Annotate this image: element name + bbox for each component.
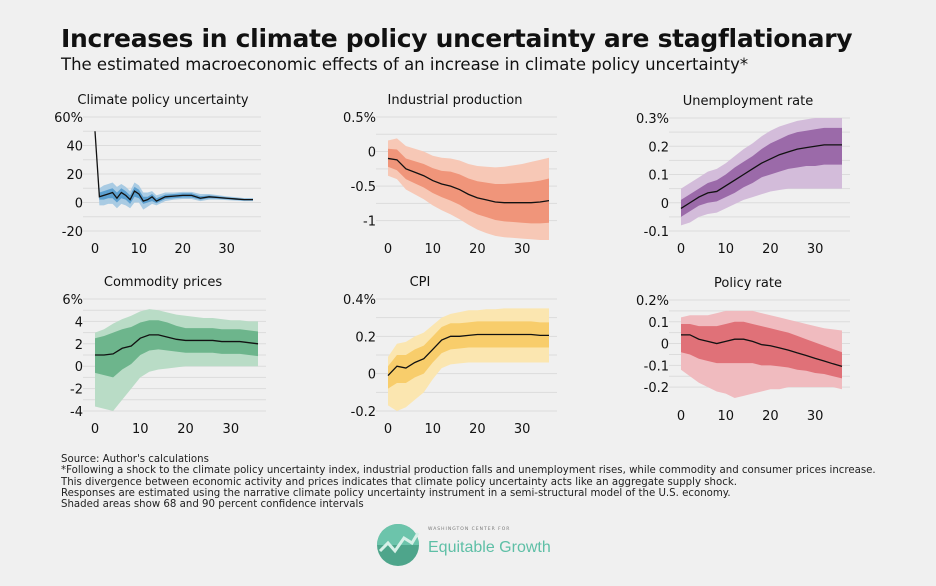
median-line xyxy=(387,333,549,376)
y-tick-label: -0.1 xyxy=(644,359,669,374)
x-tick-label: 0 xyxy=(677,409,685,424)
y-tick-label: 0 xyxy=(368,368,376,383)
median-line xyxy=(94,131,253,202)
notes: Source: Author's calculations *Following… xyxy=(61,454,876,510)
y-tick-label: 0.4% xyxy=(343,293,376,308)
y-tick-label: 40 xyxy=(66,140,83,155)
x-tick-label: 0 xyxy=(91,242,99,257)
logo-icon xyxy=(377,524,420,566)
x-tick-label: 0 xyxy=(384,422,392,437)
equitable-growth-logo: WASHINGTON CENTER FOR Equitable Growth xyxy=(376,523,566,569)
footnote-line: Shaded areas show 68 and 90 percent conf… xyxy=(61,499,364,511)
y-tick-label: -0.2 xyxy=(351,405,376,420)
panel-climate-policy-uncertainty: Climate policy uncertainty -20 0 20 40 60% 0 10… xyxy=(54,93,261,257)
band-68 xyxy=(681,127,842,217)
y-tick-label: 0 xyxy=(75,197,83,212)
y-tick-label: 0.5% xyxy=(343,111,376,126)
footnote-line: This divergence between economic activit… xyxy=(61,476,737,488)
y-tick-label: -20 xyxy=(62,225,83,240)
x-tick-label: 30 xyxy=(807,242,824,257)
band-68 xyxy=(95,320,258,378)
y-tick-label: 0 xyxy=(661,197,669,212)
y-tick-label: -4 xyxy=(70,405,83,420)
x-tick-label: 20 xyxy=(469,422,486,437)
panel-title: Commodity prices xyxy=(104,275,222,290)
x-tick-label: 0 xyxy=(91,422,99,437)
x-tick-label: 10 xyxy=(131,242,148,257)
x-tick-label: 20 xyxy=(762,242,779,257)
panel-title: Industrial production xyxy=(388,93,523,108)
y-tick-label: -0.5 xyxy=(351,180,376,195)
y-tick-label: 0.2 xyxy=(648,140,669,155)
y-tick-label: -0.1 xyxy=(644,225,669,240)
y-tick-label: -1 xyxy=(363,215,376,230)
panel-title: Climate policy uncertainty xyxy=(77,93,249,108)
footnote-line: Responses are estimated using the narrat… xyxy=(61,487,731,499)
y-tick-label: 6% xyxy=(62,293,83,308)
y-tick-label: 0 xyxy=(368,146,376,161)
x-tick-label: 10 xyxy=(424,242,441,257)
y-tick-label: 20 xyxy=(66,168,83,183)
panel-title: CPI xyxy=(410,275,431,290)
panel-unemployment-rate: Unemployment rate -0.1 0 0.1 0.2 0.3% 0 10 20 30 xyxy=(636,94,850,257)
x-tick-label: 20 xyxy=(175,242,192,257)
y-tick-label: 0.2% xyxy=(636,294,669,309)
y-tick-label: 60% xyxy=(54,111,83,126)
median-line xyxy=(680,144,842,209)
y-tick-label: 0.1 xyxy=(648,316,669,331)
y-tick-label: 0.3% xyxy=(636,112,669,127)
band-68 xyxy=(681,321,842,379)
panel-policy-rate: Policy rate -0.2 -0.1 0 0.1 0.2% 0 10 20 30 xyxy=(636,276,850,424)
panel-title: Unemployment rate xyxy=(683,94,813,109)
x-tick-label: 20 xyxy=(177,422,194,437)
panel-commodity-prices: Commodity prices -4 -2 0 2 4 6% 0 10 20 30 xyxy=(62,275,266,437)
median-line xyxy=(387,157,550,204)
figure-subtitle: The estimated macroeconomic effects of a… xyxy=(61,55,749,74)
x-tick-label: 30 xyxy=(514,242,531,257)
x-tick-label: 30 xyxy=(514,422,531,437)
x-tick-label: 0 xyxy=(677,242,685,257)
x-tick-label: 10 xyxy=(424,422,441,437)
y-tick-label: 0.2 xyxy=(355,330,376,345)
x-tick-label: 20 xyxy=(762,409,779,424)
band-68 xyxy=(388,148,549,224)
y-tick-label: 4 xyxy=(75,315,83,330)
x-tick-label: 20 xyxy=(469,242,486,257)
x-tick-label: 10 xyxy=(717,242,734,257)
x-tick-label: 30 xyxy=(807,409,824,424)
x-tick-label: 10 xyxy=(132,422,149,437)
band-68 xyxy=(95,131,253,204)
footnote-line: *Following a shock to the climate policy… xyxy=(61,465,876,477)
source-note: Source: Author's calculations xyxy=(61,454,209,465)
y-tick-label: 0 xyxy=(661,338,669,353)
y-tick-label: -0.2 xyxy=(644,381,669,396)
panel-industrial-production: Industrial production -1 -0.5 0 0.5% 0 10 20 30 xyxy=(343,93,557,257)
figure-title: Increases in climate policy uncertainty … xyxy=(61,24,853,53)
y-tick-label: 2 xyxy=(75,338,83,353)
panel-title: Policy rate xyxy=(714,276,782,291)
x-tick-label: 30 xyxy=(218,242,235,257)
x-tick-label: 0 xyxy=(384,242,392,257)
band-68 xyxy=(388,321,549,389)
x-tick-label: 30 xyxy=(223,422,240,437)
y-tick-label: -2 xyxy=(70,383,83,398)
x-tick-label: 10 xyxy=(717,409,734,424)
logo-small-text: WASHINGTON CENTER FOR xyxy=(428,527,511,532)
panel-cpi: CPI -0.2 0 0.2 0.4% 0 10 20 30 xyxy=(343,275,557,437)
median-line xyxy=(681,334,843,368)
y-tick-label: 0 xyxy=(75,360,83,375)
median-line xyxy=(95,334,259,356)
y-tick-label: 0.1 xyxy=(648,169,669,184)
logo-name: Equitable Growth xyxy=(428,539,551,556)
